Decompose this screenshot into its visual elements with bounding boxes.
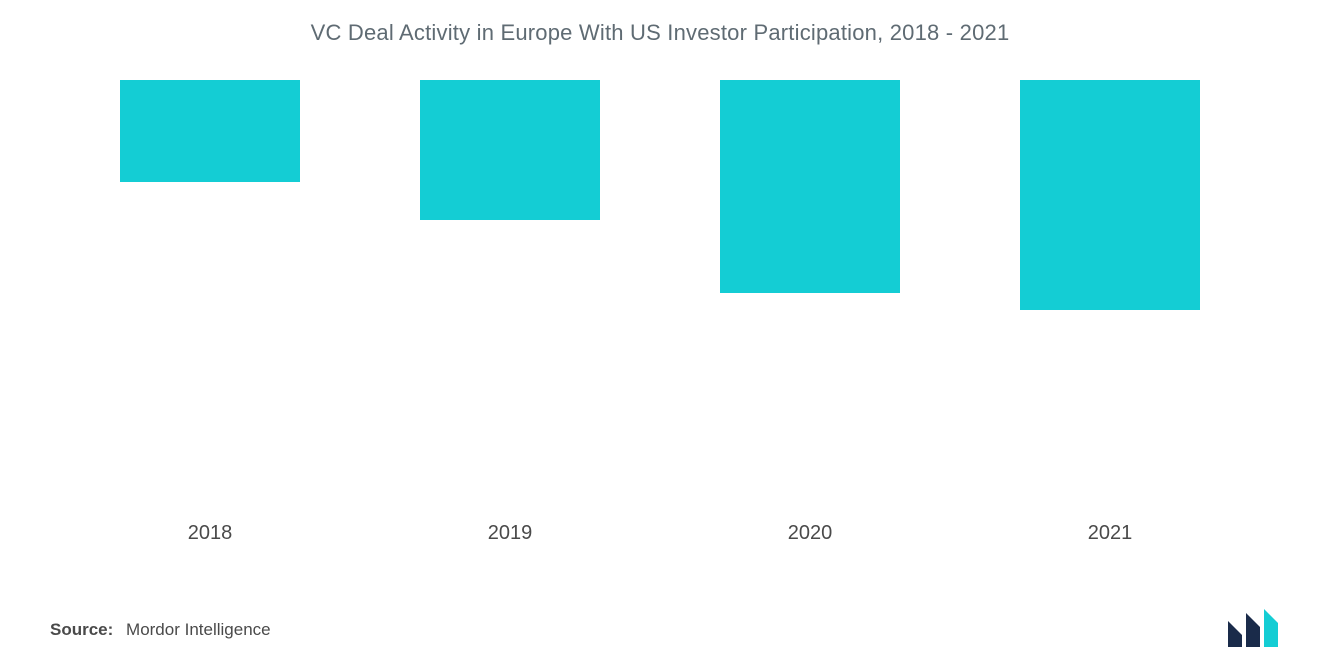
bar-slot	[960, 80, 1260, 505]
bar-slot	[360, 80, 660, 505]
source-label: Source:	[50, 620, 113, 639]
x-label: 2019	[360, 522, 660, 545]
mordor-logo-icon	[1228, 609, 1290, 647]
bar-2018	[120, 80, 300, 182]
chart-title: VC Deal Activity in Europe With US Inves…	[0, 0, 1320, 46]
bar-2019	[420, 80, 600, 220]
source-attribution: Source: Mordor Intelligence	[50, 620, 271, 640]
bar-slot	[60, 80, 360, 505]
bar-2021	[1020, 80, 1200, 310]
source-text: Mordor Intelligence	[126, 620, 271, 639]
x-label: 2020	[660, 522, 960, 545]
chart-plot-area	[60, 80, 1260, 505]
x-label: 2018	[60, 522, 360, 545]
bar-2020	[720, 80, 900, 293]
x-label: 2021	[960, 522, 1260, 545]
bar-slot	[660, 80, 960, 505]
x-axis-labels: 2018 2019 2020 2021	[60, 522, 1260, 545]
